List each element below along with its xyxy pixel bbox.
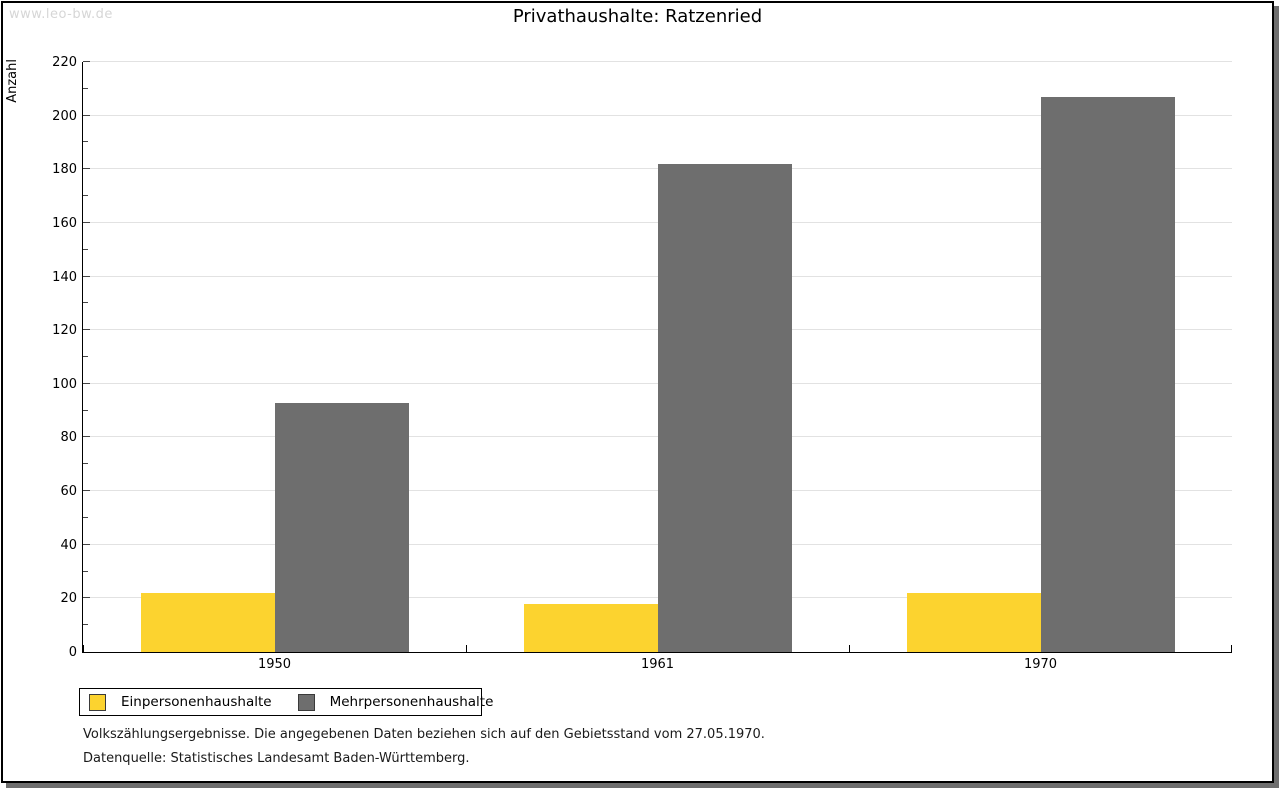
footnote-data-source: Datenquelle: Statistisches Landesamt Bad… [83, 751, 470, 766]
chart-title: Privathaushalte: Ratzenried [512, 6, 763, 27]
bar-einpersonenhaushalte-1961 [523, 603, 658, 652]
y-axis-minor-tick [83, 141, 88, 143]
y-axis-minor-tick [83, 248, 88, 250]
legend-item-einpersonenhaushalte: Einpersonenhaushalte [89, 693, 272, 711]
y-axis-minor-tick [83, 516, 88, 518]
y-axis-major-tick [83, 490, 90, 492]
y-tick-label: 100 [52, 376, 77, 392]
y-tick-label: 220 [52, 55, 77, 70]
y-axis-major-tick [83, 61, 90, 62]
y-tick-label: 80 [60, 430, 77, 446]
y-axis-major-tick [83, 221, 90, 223]
y-axis-major-tick [83, 275, 90, 277]
x-tick-label: 1961 [640, 657, 675, 672]
x-tick-label: 1970 [1023, 657, 1058, 672]
x-axis-tick [849, 645, 850, 652]
bar-einpersonenhaushalte-1970 [906, 593, 1041, 652]
legend: Einpersonenhaushalte Mehrpersonenhaushalt… [79, 688, 493, 716]
bar-mehrpersonenhaushalte-1950 [274, 402, 409, 652]
y-tick-label: 40 [60, 537, 77, 553]
y-tick-label: 140 [52, 269, 77, 285]
plot-area: 0 20 40 60 80 100 120 140 160 180 200 220 1950 1961 19… [52, 55, 1232, 672]
y-axis-major-tick [83, 114, 90, 116]
bar-einpersonenhaushalte-1950 [140, 593, 275, 652]
y-axis-minor-tick [83, 463, 88, 465]
footnote-source-note: Volkszählungsergebnisse. Die angegebenen… [83, 727, 765, 742]
y-axis-major-tick [83, 329, 90, 331]
y-axis-major-tick [83, 382, 90, 384]
legend-swatch-icon [89, 693, 106, 711]
y-tick-label: 120 [52, 323, 77, 339]
legend-label: Einpersonenhaushalte [121, 694, 272, 710]
y-axis-minor-tick [83, 624, 88, 626]
bar-mehrpersonenhaushalte-1961 [657, 163, 792, 652]
watermark: www.leo-bw.de [9, 7, 113, 22]
y-tick-label: 0 [68, 645, 77, 660]
x-axis-tick [83, 645, 84, 652]
bar-mehrpersonenhaushalte-1970 [1040, 96, 1175, 652]
y-axis-minor-tick [83, 195, 88, 197]
y-tick-label: 60 [60, 484, 77, 500]
y-axis-major-tick [83, 543, 90, 545]
y-axis-major-tick [83, 168, 90, 170]
y-axis-minor-tick [83, 356, 88, 357]
y-tick-label: 180 [52, 162, 77, 178]
x-axis-tick [1231, 645, 1232, 652]
legend-item-mehrpersonenhaushalte: Mehrpersonenhaushalte [297, 693, 494, 711]
y-axis-title: Anzahl [5, 59, 20, 103]
y-axis-minor-tick [83, 570, 88, 572]
y-axis-major-tick [83, 436, 90, 438]
y-axis-minor-tick [83, 302, 88, 304]
x-tick-label: 1950 [257, 657, 292, 672]
y-tick-label: 20 [60, 591, 77, 607]
legend-swatch-icon [297, 693, 315, 711]
y-tick-label: 160 [52, 215, 77, 231]
y-axis-major-tick [83, 597, 90, 599]
y-gridline [83, 114, 1232, 116]
y-tick-label: 200 [52, 108, 77, 124]
legend-label: Mehrpersonenhaushalte [329, 694, 494, 710]
y-gridline [83, 61, 1232, 62]
x-axis-tick [466, 645, 467, 652]
y-axis-minor-tick [83, 409, 88, 411]
y-axis-minor-tick [83, 87, 88, 89]
